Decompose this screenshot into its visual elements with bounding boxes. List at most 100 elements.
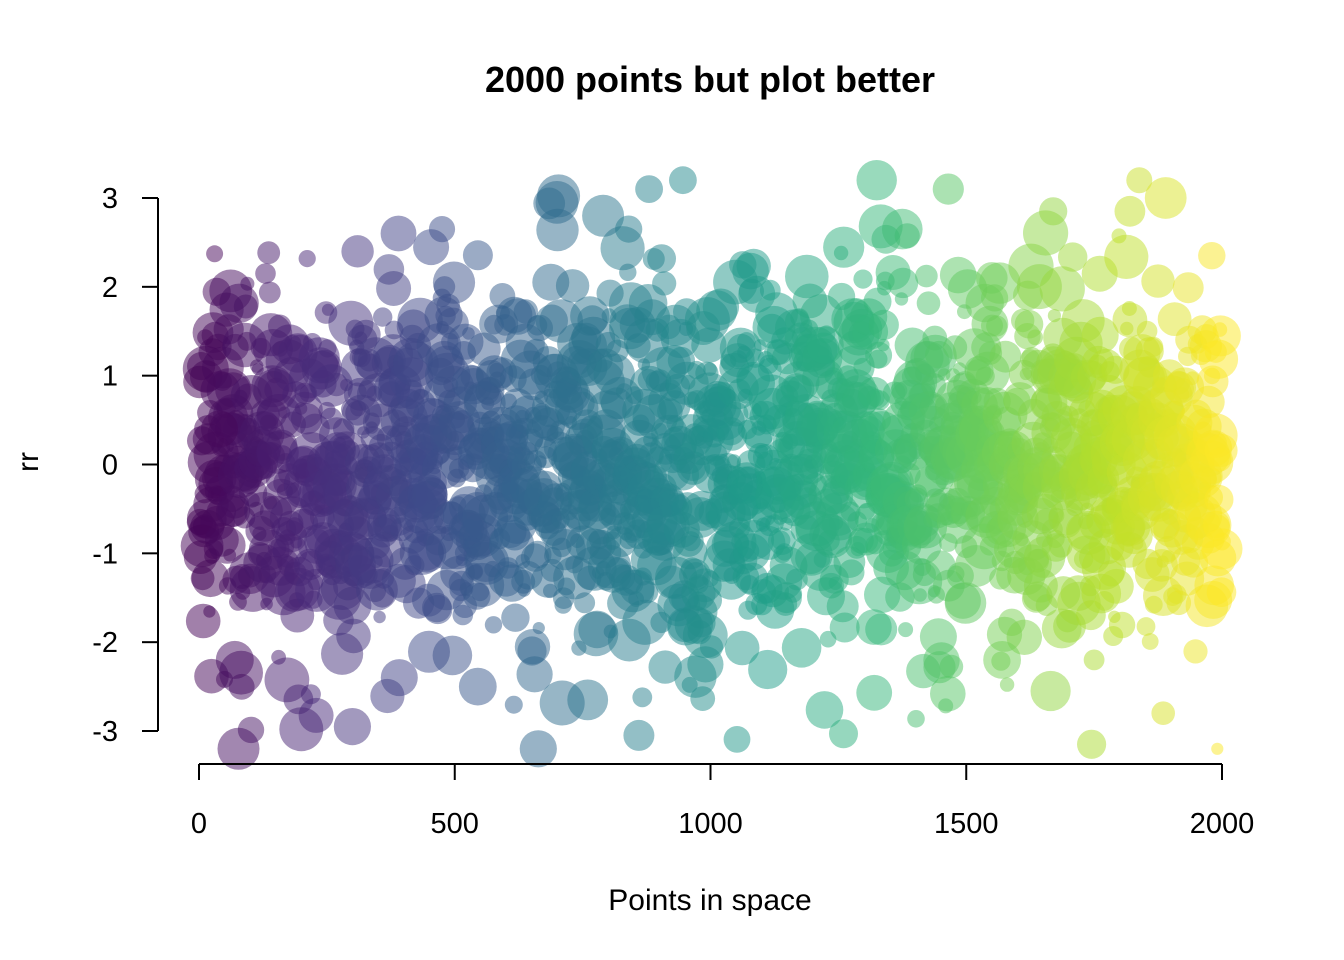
scatter-points <box>180 160 1243 770</box>
data-point <box>882 208 923 250</box>
data-point <box>336 618 371 654</box>
data-point <box>185 603 221 639</box>
data-point <box>999 677 1015 692</box>
data-point <box>669 166 697 195</box>
data-point <box>930 675 966 712</box>
data-point <box>501 603 530 632</box>
data-point <box>215 640 254 679</box>
data-point <box>1143 336 1164 357</box>
data-point <box>255 263 276 284</box>
data-point <box>223 548 237 562</box>
data-point <box>484 616 503 634</box>
data-point <box>622 599 668 645</box>
data-point <box>208 526 246 564</box>
data-point <box>257 241 281 265</box>
data-point <box>887 267 919 299</box>
data-point <box>1201 528 1243 570</box>
data-point <box>1141 633 1159 650</box>
data-point <box>983 641 1021 679</box>
data-point <box>1104 234 1149 279</box>
x-tick-label: 2000 <box>1190 808 1255 840</box>
data-point <box>1131 537 1144 550</box>
data-point <box>690 686 716 711</box>
data-point <box>615 215 643 243</box>
data-point <box>1185 371 1200 386</box>
data-point <box>428 216 456 243</box>
data-point <box>724 630 760 666</box>
data-point <box>1039 266 1085 312</box>
data-point <box>635 580 659 604</box>
data-point <box>1114 195 1146 227</box>
data-point <box>458 667 497 706</box>
data-point <box>462 327 475 340</box>
data-point <box>1077 729 1107 759</box>
data-point <box>939 654 964 679</box>
data-point <box>687 646 724 683</box>
data-point <box>1030 670 1071 712</box>
data-point <box>206 245 224 263</box>
data-point <box>1081 316 1119 354</box>
data-point <box>1027 329 1043 346</box>
data-point <box>233 294 258 319</box>
data-point <box>1126 167 1153 194</box>
data-point <box>1058 242 1088 272</box>
data-point <box>1183 639 1208 664</box>
data-point <box>376 271 412 306</box>
data-point <box>868 309 899 340</box>
data-point <box>865 613 898 646</box>
data-point <box>433 276 456 298</box>
data-point <box>856 160 897 201</box>
data-point <box>1136 617 1156 636</box>
x-tick-label: 1000 <box>678 808 743 840</box>
x-tick-label: 0 <box>191 808 207 840</box>
data-point <box>1083 649 1105 671</box>
data-point <box>944 582 987 624</box>
data-point <box>201 410 238 448</box>
x-axis-label: Points in space <box>608 884 811 917</box>
data-point <box>1151 701 1175 725</box>
data-point <box>877 338 890 352</box>
data-point <box>738 278 765 304</box>
y-tick-label: -1 <box>92 538 118 570</box>
data-point <box>853 269 873 289</box>
data-point <box>555 269 590 303</box>
data-point <box>373 307 393 327</box>
data-point <box>1172 272 1204 304</box>
data-point <box>228 673 255 700</box>
data-point <box>1198 242 1226 270</box>
data-point <box>907 710 925 728</box>
data-point <box>915 264 938 288</box>
data-point <box>516 656 553 693</box>
data-point <box>1211 742 1224 755</box>
data-point <box>324 372 349 397</box>
data-point <box>514 629 551 665</box>
data-point <box>535 181 579 224</box>
data-point <box>1108 611 1136 639</box>
x-tick-label: 1500 <box>934 808 999 840</box>
data-point <box>838 559 865 586</box>
data-point <box>380 659 418 697</box>
data-point <box>632 687 653 708</box>
data-point <box>1039 197 1068 226</box>
data-point <box>898 622 914 638</box>
y-tick-label: 1 <box>102 361 118 393</box>
y-tick-label: -2 <box>92 627 118 659</box>
data-point <box>619 263 637 281</box>
y-tick-label: 0 <box>102 450 118 482</box>
data-point <box>578 610 616 649</box>
data-point <box>258 281 281 304</box>
data-point <box>748 649 788 690</box>
data-point <box>279 707 324 752</box>
data-point <box>829 719 858 749</box>
data-point <box>504 695 523 714</box>
data-point <box>691 327 727 363</box>
data-point <box>1141 264 1175 298</box>
data-point <box>648 650 682 684</box>
data-point <box>652 271 677 296</box>
data-point <box>373 610 386 624</box>
data-point <box>823 226 865 268</box>
y-tick-label: 3 <box>102 183 118 215</box>
data-point <box>693 586 723 615</box>
data-point <box>736 248 771 284</box>
data-point <box>853 357 872 376</box>
